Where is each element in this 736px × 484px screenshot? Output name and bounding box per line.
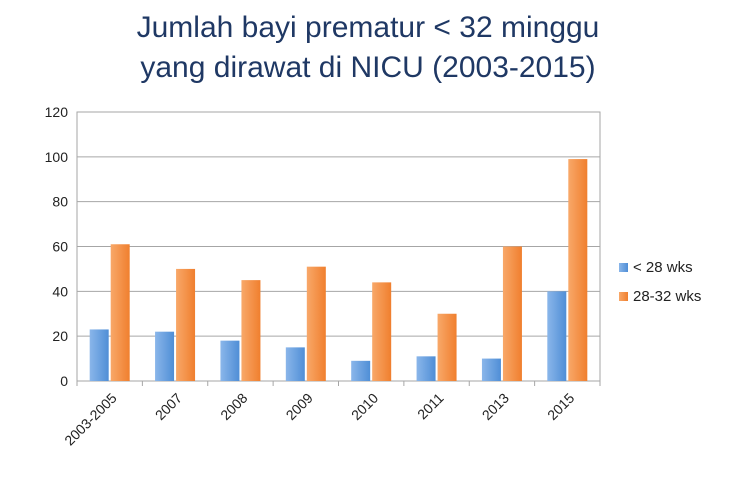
- bar-lt28-2007: [155, 331, 175, 381]
- x-axis-ticks: 2003-2005 2007 2008 2009 2010 2011 2013 2015: [61, 381, 601, 449]
- chart-title-line-1: Jumlah bayi prematur < 32 minggu: [136, 11, 600, 44]
- bar-28-32-2015: [568, 159, 588, 381]
- legend-swatch-1: [619, 292, 628, 301]
- y-tick-label: 80: [52, 194, 68, 210]
- bar-28-32-2009: [306, 266, 326, 381]
- y-tick-label: 20: [52, 328, 68, 344]
- bar-28-32-2013: [502, 246, 522, 381]
- bar-lt28-2010: [351, 360, 371, 381]
- x-tick-label: 2009: [283, 390, 316, 423]
- legend: < 28 wks 28-32 wks: [619, 259, 701, 305]
- x-tick-label: 2007: [152, 390, 185, 423]
- bar-28-32-2003-2005: [110, 244, 130, 381]
- y-tick-label: 40: [52, 283, 68, 299]
- y-tick-label: 120: [45, 104, 69, 120]
- bar-lt28-2003-2005: [89, 329, 109, 381]
- y-tick-label: 0: [60, 373, 68, 389]
- x-tick-label: 2008: [217, 390, 250, 423]
- legend-swatch-0: [619, 263, 628, 272]
- bar-28-32-2010: [372, 282, 392, 381]
- bar-lt28-2015: [547, 291, 567, 381]
- legend-label-0: < 28 wks: [633, 259, 693, 276]
- y-tick-label: 60: [52, 239, 68, 255]
- bar-lt28-2009: [285, 347, 305, 381]
- bar-lt28-2013: [481, 358, 501, 381]
- legend-label-1: 28-32 wks: [633, 288, 701, 305]
- chart-title: Jumlah bayi prematur < 32 minggu yang di…: [0, 8, 736, 88]
- x-tick-label: 2003-2005: [61, 390, 120, 449]
- y-tick-label: 100: [45, 149, 69, 165]
- x-tick-label: 2015: [544, 390, 577, 423]
- y-axis-ticks: 0 20 40 60 80 100 120: [45, 104, 69, 389]
- bar-lt28-2011: [416, 356, 436, 381]
- bar-lt28-2008: [220, 340, 240, 381]
- bar-28-32-2008: [241, 280, 261, 381]
- bars: [89, 159, 588, 381]
- chart-title-line-2: yang dirawat di NICU (2003-2015): [140, 51, 596, 84]
- x-tick-label: 2010: [348, 390, 381, 423]
- bar-28-32-2011: [437, 313, 457, 381]
- x-tick-label: 2011: [414, 390, 447, 423]
- x-tick-label: 2013: [479, 390, 512, 423]
- bar-28-32-2007: [176, 268, 196, 381]
